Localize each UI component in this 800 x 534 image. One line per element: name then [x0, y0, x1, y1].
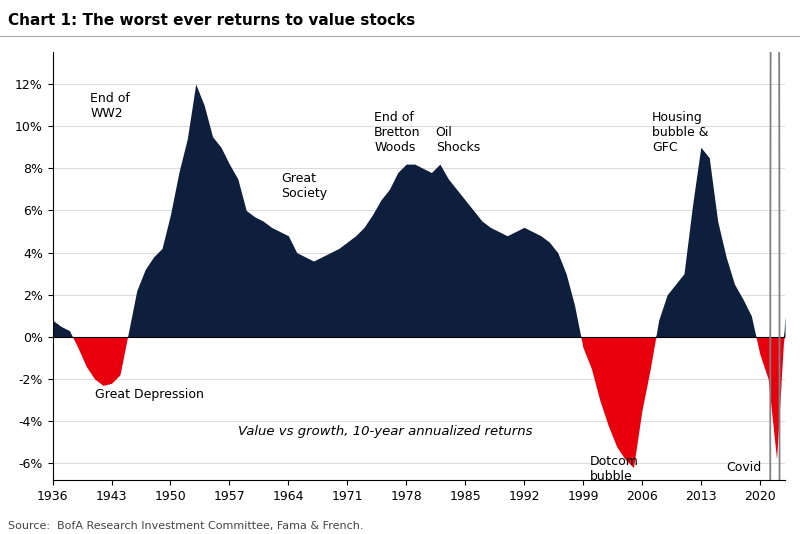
Text: Housing
bubble &
GFC: Housing bubble & GFC [652, 111, 709, 154]
Text: End of
Bretton
Woods: End of Bretton Woods [374, 111, 421, 154]
Text: Chart 1: The worst ever returns to value stocks: Chart 1: The worst ever returns to value… [8, 13, 415, 28]
Text: Covid: Covid [726, 461, 762, 474]
Text: Great Depression: Great Depression [94, 388, 203, 400]
Text: Dotcom
bubble: Dotcom bubble [590, 455, 638, 483]
Text: Oil
Shocks: Oil Shocks [436, 125, 480, 154]
Text: End of
WW2: End of WW2 [90, 92, 130, 120]
Text: Source:  BofA Research Investment Committee, Fama & French.: Source: BofA Research Investment Committ… [8, 521, 363, 531]
Text: Great
Society: Great Society [282, 172, 328, 200]
Text: Value vs growth, 10-year annualized returns: Value vs growth, 10-year annualized retu… [238, 426, 532, 438]
